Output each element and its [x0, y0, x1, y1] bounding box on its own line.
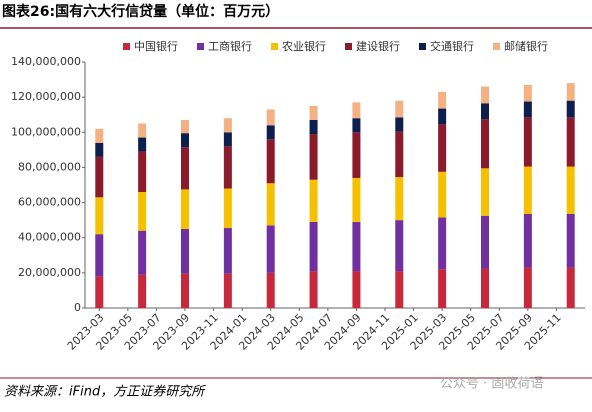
- y-tick-label: 20,000,000: [18, 266, 81, 279]
- legend-label: 工商银行: [208, 39, 252, 53]
- y-tick-label: 80,000,000: [18, 160, 81, 173]
- bar-segment: [223, 132, 232, 147]
- bar-segment: [266, 109, 275, 126]
- watermark: 公众号 · 固收荷语: [440, 377, 543, 392]
- bar-segment: [523, 84, 532, 102]
- bar-segment: [138, 192, 147, 231]
- bar-segment: [566, 83, 575, 101]
- bar-segment: [95, 197, 104, 235]
- bar-segment: [352, 271, 361, 308]
- legend-label: 建设银行: [356, 39, 400, 53]
- bar-segment: [523, 101, 532, 118]
- y-tick-label: 120,000,000: [11, 90, 81, 103]
- bar-segment: [223, 146, 232, 189]
- bar-segment: [266, 183, 275, 226]
- bar-segment: [309, 271, 318, 308]
- bar-segment: [181, 273, 189, 308]
- legend-swatch: [197, 43, 204, 50]
- bar-segment: [309, 105, 318, 120]
- bar-segment: [566, 166, 575, 214]
- bar-segment: [266, 225, 275, 273]
- bar-segment: [95, 142, 104, 157]
- bar-segment: [181, 133, 189, 148]
- y-tick-label: 40,000,000: [18, 231, 81, 244]
- bar-segment: [438, 124, 447, 172]
- bar-segment: [266, 139, 275, 184]
- bar-segment: [481, 168, 489, 216]
- bar-segment: [181, 147, 189, 190]
- bar-segment: [309, 119, 318, 135]
- bar-segment: [95, 128, 104, 143]
- bar-segment: [523, 117, 532, 167]
- bar-segment: [223, 188, 232, 229]
- bar-segment: [138, 274, 147, 308]
- bar-segment: [566, 117, 575, 167]
- legend-label: 农业银行: [282, 39, 326, 53]
- bar-segment: [95, 276, 104, 308]
- y-tick-label: 0: [74, 301, 81, 314]
- y-tick-label: 100,000,000: [11, 125, 81, 138]
- bar-segment: [138, 151, 147, 193]
- bar-segment: [481, 119, 489, 169]
- bar-segment: [223, 118, 232, 133]
- legend-label: 中国银行: [134, 39, 178, 53]
- legend-swatch: [493, 43, 500, 50]
- bar-segment: [395, 117, 404, 132]
- bar-segment: [438, 269, 447, 308]
- bar-segment: [481, 268, 489, 308]
- bar-segment: [352, 177, 361, 222]
- y-tick-label: 140,000,000: [11, 55, 81, 68]
- bar-segment: [566, 267, 575, 308]
- bar-segment: [523, 267, 532, 308]
- bar-segment: [138, 123, 147, 138]
- bar-segment: [309, 221, 318, 272]
- legend-label: 邮储银行: [504, 39, 548, 53]
- bar-segment: [566, 100, 575, 118]
- legend-swatch: [419, 43, 426, 50]
- bar-segment: [266, 125, 275, 140]
- bar-segment: [438, 171, 447, 218]
- bar-segment: [309, 179, 318, 222]
- bar-segment: [95, 156, 104, 198]
- chart-title: 图表26:国有六大行信贷量（单位：百万元）: [2, 3, 279, 20]
- bar-segment: [223, 228, 232, 274]
- bar-segment: [395, 131, 404, 178]
- source-note: 资料来源：iFind，方正证券研究所: [4, 384, 206, 400]
- bar-segment: [223, 273, 232, 308]
- bar-segment: [138, 230, 147, 275]
- bar-segment: [352, 221, 361, 272]
- bar-segment: [523, 166, 532, 214]
- bar-segment: [138, 137, 147, 152]
- bar-segment: [438, 108, 447, 125]
- legend-label: 交通银行: [430, 39, 474, 53]
- bar-segment: [352, 102, 361, 119]
- legend-swatch: [345, 43, 352, 50]
- bar-segment: [481, 215, 489, 269]
- bar-segment: [181, 119, 189, 134]
- bar-segment: [266, 272, 275, 308]
- bar-segment: [566, 213, 575, 268]
- bar-segment: [481, 86, 489, 104]
- bar-segment: [438, 217, 447, 270]
- bar-segment: [395, 220, 404, 272]
- bar-segment: [395, 271, 404, 308]
- bar-segment: [95, 234, 104, 277]
- y-tick-label: 60,000,000: [18, 196, 81, 209]
- bar-segment: [352, 118, 361, 133]
- bar-segment: [395, 177, 404, 221]
- bar-segment: [438, 91, 447, 109]
- bar-segment: [481, 103, 489, 120]
- bar-segment: [352, 132, 361, 178]
- bar-segment: [395, 100, 404, 118]
- bar-segment: [181, 228, 189, 274]
- bar-segment: [523, 213, 532, 268]
- bar-segment: [181, 189, 189, 229]
- bar-segment: [309, 134, 318, 180]
- legend-swatch: [123, 43, 130, 50]
- legend-swatch: [271, 43, 278, 50]
